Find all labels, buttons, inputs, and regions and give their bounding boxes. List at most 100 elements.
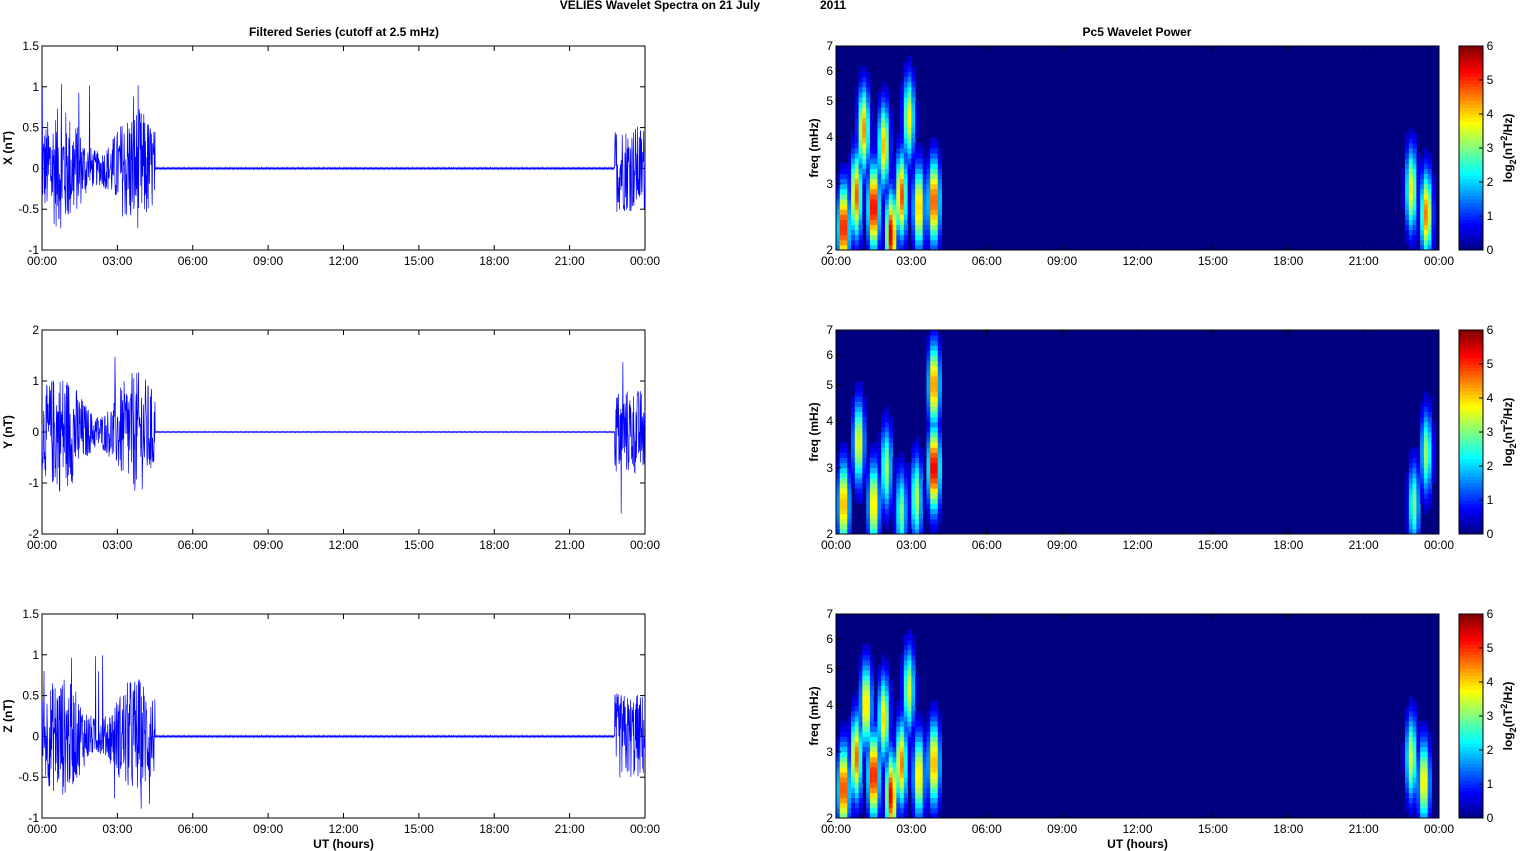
colorbar-tick-label-1-0: 6 xyxy=(1487,323,1494,337)
heatmap-cell-2-10-13 xyxy=(873,746,878,753)
heatmap-cell-2-25-6 xyxy=(930,782,935,788)
heatmap-cell-2-19-11 xyxy=(907,756,912,763)
heatmap-cell-1-5-12 xyxy=(854,467,860,474)
heatmap-cell-1-151-7 xyxy=(1405,493,1410,499)
heatmap-cell-0-7-19 xyxy=(862,148,867,154)
colorbar-step-2-6 xyxy=(1459,794,1483,799)
heatmap-cell-0-154-6 xyxy=(1416,214,1421,220)
heatmap-cell-0-12-5 xyxy=(881,219,886,225)
heatmap-cell-1-20-14 xyxy=(911,457,916,464)
colorbar-step-1-36 xyxy=(1459,408,1483,413)
heatmap-cell-1-26-16 xyxy=(933,447,939,453)
heatmap-cell-2-26-16 xyxy=(933,731,939,737)
heatmap-cell-1-153-3 xyxy=(1412,513,1417,520)
heatmap-cell-0-9-26 xyxy=(869,112,875,118)
heatmap-cell-0-6-2 xyxy=(858,234,863,241)
heatmap-cell-0-9-20 xyxy=(869,142,875,149)
heatmap-cell-1-24-32 xyxy=(926,365,931,372)
heatmap-cell-2-8-14 xyxy=(866,741,871,748)
heatmap-cell-0-8-18 xyxy=(866,153,871,159)
colorbar-tick-label-0-4: 2 xyxy=(1487,175,1494,189)
line-xtick-label-0-1: 03:00 xyxy=(102,254,132,268)
heat-xtick-label-1-8: 00:00 xyxy=(1424,538,1454,552)
heatmap-cell-0-7-23 xyxy=(862,127,867,134)
heatmap-cell-2-24-8 xyxy=(926,772,931,778)
colorbar-step-0-9 xyxy=(1459,216,1483,220)
heatmap-cell-2-2-4 xyxy=(843,792,848,799)
heatmap-cell-2-1-2 xyxy=(839,802,845,809)
heatmap-cell-2-24-1 xyxy=(926,807,931,814)
heatmap-cell-2-154-17 xyxy=(1416,726,1421,732)
heatmap-cell-2-20-14 xyxy=(911,741,916,748)
heatmap-cell-0-24-16 xyxy=(926,163,931,169)
heatmap-cell-1-3-7 xyxy=(847,493,852,499)
heatmap-cell-0-13-3 xyxy=(884,229,890,236)
heatmap-cell-2-7-19 xyxy=(862,716,867,722)
colorbar-step-0-35 xyxy=(1459,127,1483,132)
heatmap-cell-2-14-6 xyxy=(888,782,894,788)
heatmap-cell-2-8-8 xyxy=(866,772,871,778)
heatmap-cell-1-2-3 xyxy=(843,513,848,520)
heatmap-cell-1-26-30 xyxy=(933,375,939,382)
heatmap-cell-0-153-13 xyxy=(1412,178,1417,185)
line-ytick-label-1-1: 1 xyxy=(32,374,39,388)
heatmap-cell-0-11-24 xyxy=(877,122,882,129)
heatmap-cell-1-11-4 xyxy=(877,508,882,515)
heatmap-cell-0-152-23 xyxy=(1408,127,1414,134)
heatmap-cell-0-158-2 xyxy=(1431,234,1436,241)
heatmap-cell-2-8-15 xyxy=(866,736,871,742)
heatmap-cell-0-9-13 xyxy=(869,178,875,185)
heatmap-cell-1-17-15 xyxy=(900,452,905,458)
heatmap-cell-2-9-28 xyxy=(869,670,875,676)
heatmap-cell-0-153-3 xyxy=(1412,229,1417,236)
heatmap-cell-0-13-16 xyxy=(884,163,890,169)
heatmap-cell-1-11-5 xyxy=(877,503,882,509)
heatmap-cell-2-8-17 xyxy=(866,726,871,732)
heatmap-cell-0-2-6 xyxy=(843,214,848,220)
colorbar-step-2-52 xyxy=(1459,637,1483,642)
heatmap-cell-2-20-31 xyxy=(911,654,916,661)
heatmap-cell-0-22-3 xyxy=(918,229,924,236)
heatmap-cell-0-5-9 xyxy=(854,199,860,205)
heatmap-cell-1-10-3 xyxy=(873,513,878,520)
colorbar-step-0-26 xyxy=(1459,158,1483,163)
line-xtick-label-2-0: 00:00 xyxy=(27,822,57,836)
heatmap-cell-2-24-9 xyxy=(926,767,931,773)
heatmap-cell-2-8-27 xyxy=(866,675,871,681)
heatmap-cell-2-16-5 xyxy=(896,787,901,793)
heatmap-cell-0-10-4 xyxy=(873,224,878,231)
heatmap-cell-1-25-31 xyxy=(930,370,935,377)
colorbar-step-1-53 xyxy=(1459,350,1483,355)
heatmap-cell-0-15-18 xyxy=(892,153,897,159)
heatmap-cell-2-5-11 xyxy=(854,756,860,763)
heatmap-cell-2-2-3 xyxy=(843,797,848,804)
line-xtick-label-1-1: 03:00 xyxy=(102,538,132,552)
heatmap-cell-2-15-14 xyxy=(892,741,897,748)
heatmap-cell-2-14-5 xyxy=(888,787,894,793)
heatmap-cell-2-153-1 xyxy=(1412,807,1417,814)
heatmap-cell-1-158-10 xyxy=(1431,477,1436,484)
heatmap-cell-1-26-9 xyxy=(933,483,939,489)
waveform-series-0 xyxy=(41,84,646,229)
heatmap-cell-0-2-4 xyxy=(843,224,848,231)
heatmap-cell-1-6-29 xyxy=(858,381,863,387)
heatmap-cell-1-0-1 xyxy=(836,523,841,530)
heatmap-cell-2-3-11 xyxy=(847,756,852,763)
heatmap-cell-0-153-2 xyxy=(1412,234,1417,241)
heatmap-cell-2-21-15 xyxy=(915,736,920,742)
heatmap-cell-1-10-13 xyxy=(873,462,878,469)
heatmap-cell-1-25-27 xyxy=(930,391,935,397)
heatmap-cell-1-26-20 xyxy=(933,426,939,433)
heatmap-cell-2-21-1 xyxy=(915,807,920,814)
heatmap-cell-0-14-12 xyxy=(888,183,894,190)
colorbar-step-1-55 xyxy=(1459,343,1483,348)
heatmap-cell-0-154-2 xyxy=(1416,234,1421,241)
heatmap-cell-1-12-2 xyxy=(881,518,886,525)
heatmap-cell-1-20-16 xyxy=(911,447,916,453)
heatmap-cell-0-2-8 xyxy=(843,204,848,210)
heatmap-cell-2-152-0 xyxy=(1408,812,1414,819)
heatmap-cell-2-19-33 xyxy=(907,644,912,651)
heatmap-cell-1-17-5 xyxy=(900,503,905,509)
heatmap-cell-2-2-7 xyxy=(843,777,848,783)
heatmap-cell-1-153-14 xyxy=(1412,457,1417,464)
